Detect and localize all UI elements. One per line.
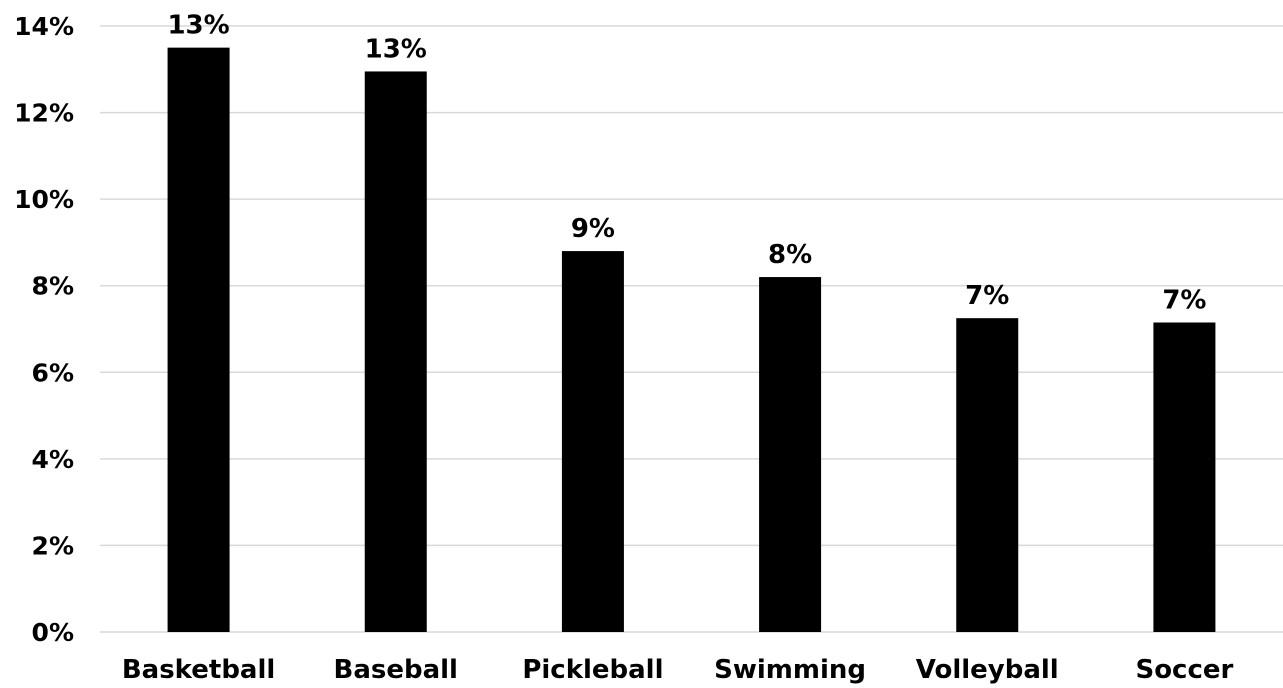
x-axis-categories: Basketball Baseball Pickleball Swimming Voll… [122, 655, 1234, 685]
data-labels: 13% 13% 9% 8% 7% 7% [167, 11, 1206, 316]
bar-basketball [167, 47, 230, 632]
data-label-soccer: 7% [1162, 286, 1206, 316]
y-tick-label-14: 14% [14, 12, 74, 41]
y-tick-label-10: 10% [14, 185, 74, 214]
grid-lines [100, 25, 1283, 633]
bar-swimming [759, 277, 822, 632]
category-label-swimming: Swimming [714, 655, 866, 685]
data-label-pickleball: 9% [571, 214, 615, 244]
data-label-basketball: 13% [167, 11, 229, 41]
bar-soccer [1153, 322, 1216, 632]
data-label-swimming: 8% [768, 240, 812, 270]
data-label-volleyball: 7% [965, 281, 1009, 311]
y-tick-label-8: 8% [32, 272, 74, 301]
category-label-pickleball: Pickleball [522, 655, 663, 685]
y-tick-label-4: 4% [32, 445, 74, 474]
bar-pickleball [561, 251, 624, 633]
y-tick-label-6: 6% [32, 358, 74, 387]
bar-baseball [364, 71, 427, 632]
category-label-baseball: Baseball [334, 655, 458, 685]
y-tick-label-0: 0% [32, 618, 74, 647]
category-label-volleyball: Volleyball [916, 655, 1059, 685]
y-axis-ticks: 0% 2% 4% 6% 8% 10% 12% 14% [14, 12, 74, 647]
bar-volleyball [956, 318, 1019, 632]
category-label-basketball: Basketball [122, 655, 275, 685]
bars [167, 47, 1216, 633]
y-tick-label-2: 2% [32, 531, 74, 560]
y-tick-label-12: 12% [14, 99, 74, 128]
data-label-baseball: 13% [365, 34, 427, 64]
category-label-soccer: Soccer [1135, 655, 1233, 685]
